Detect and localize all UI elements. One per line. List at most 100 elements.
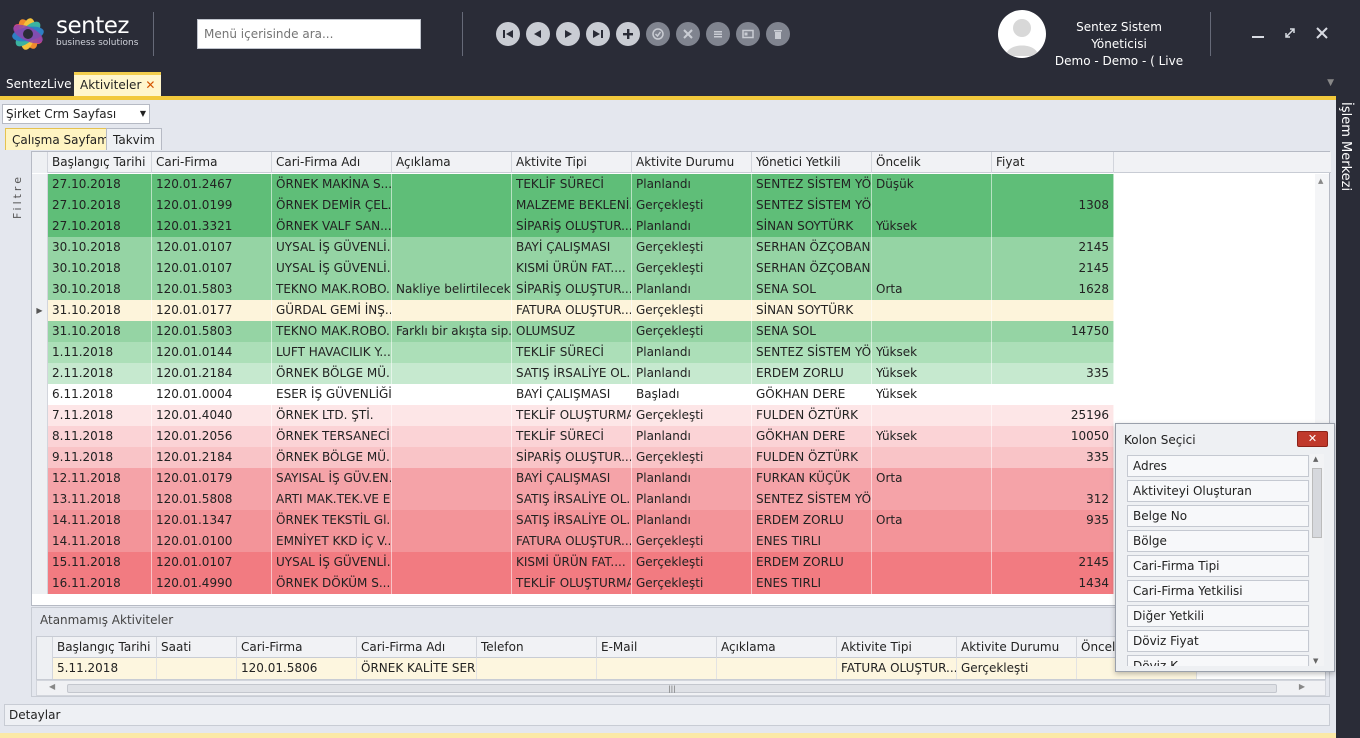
table-cell[interactable]: UYSAL İŞ GÜVENLİ... (272, 552, 392, 573)
table-cell[interactable] (717, 658, 837, 679)
column-header[interactable]: Öncelik (872, 152, 992, 173)
table-cell[interactable]: FULDEN ÖZTÜRK (752, 405, 872, 426)
table-cell[interactable] (392, 174, 512, 195)
table-cell[interactable]: Planlandı (632, 279, 752, 300)
table-cell[interactable] (872, 489, 992, 510)
table-cell[interactable]: Gerçekleşti (632, 300, 752, 321)
column-header[interactable]: Aktivite Durumu (957, 637, 1077, 658)
table-cell[interactable]: Farklı bir akışta sip... (392, 321, 512, 342)
row-indicator[interactable] (32, 363, 48, 384)
row-indicator[interactable] (32, 342, 48, 363)
column-header[interactable]: Başlangıç Tarihi (53, 637, 157, 658)
column-chooser-item[interactable]: Diğer Yetkili (1127, 605, 1309, 627)
table-cell[interactable]: Planlandı (632, 363, 752, 384)
table-cell[interactable]: SATIŞ İRSALİYE OL... (512, 510, 632, 531)
table-cell[interactable] (392, 489, 512, 510)
table-cell[interactable]: 10050 (992, 426, 1114, 447)
table-cell[interactable]: SATIŞ İRSALİYE OL... (512, 489, 632, 510)
table-cell[interactable]: 31.10.2018 (48, 321, 152, 342)
table-cell[interactable]: 27.10.2018 (48, 216, 152, 237)
table-cell[interactable]: MALZEME BEKLENİ... (512, 195, 632, 216)
table-cell[interactable]: 5.11.2018 (53, 658, 157, 679)
table-cell[interactable]: SİPARİŞ OLUŞTUR... (512, 279, 632, 300)
table-cell[interactable] (872, 321, 992, 342)
table-cell[interactable]: ÖRNEK VALF SAN... (272, 216, 392, 237)
table-cell[interactable]: SERHAN ÖZÇOBAN (752, 237, 872, 258)
table-cell[interactable]: Düşük (872, 174, 992, 195)
table-cell[interactable]: SİPARİŞ OLUŞTUR... (512, 447, 632, 468)
minimize-button[interactable] (1247, 22, 1269, 44)
table-cell[interactable]: Orta (872, 279, 992, 300)
table-cell[interactable] (992, 384, 1114, 405)
table-cell[interactable]: 1.11.2018 (48, 342, 152, 363)
table-cell[interactable]: 120.01.0179 (152, 468, 272, 489)
table-row[interactable]: 30.10.2018 120.01.0107 UYSAL İŞ GÜVENLİ...… (32, 237, 1314, 258)
table-cell[interactable]: UYSAL İŞ GÜVENLİ... (272, 237, 392, 258)
row-indicator[interactable] (32, 258, 48, 279)
close-dialog-button[interactable]: ✕ (1297, 431, 1328, 447)
table-row[interactable]: 16.11.2018 120.01.4990 ÖRNEK DÖKÜM S... TEK… (32, 573, 1314, 594)
last-record-button[interactable] (586, 22, 610, 46)
column-header[interactable]: Aktivite Tipi (512, 152, 632, 173)
table-cell[interactable]: 2145 (992, 237, 1114, 258)
table-cell[interactable]: SATIŞ İRSALİYE OL... (512, 363, 632, 384)
table-cell[interactable]: 30.10.2018 (48, 258, 152, 279)
table-cell[interactable]: ÖRNEK BÖLGE MÜ... (272, 447, 392, 468)
table-cell[interactable]: Yüksek (872, 342, 992, 363)
table-row[interactable]: 12.11.2018 120.01.0179 SAYISAL İŞ GÜV.EN..… (32, 468, 1314, 489)
table-cell[interactable] (392, 405, 512, 426)
table-cell[interactable] (392, 237, 512, 258)
table-cell[interactable]: TEKLİF OLUŞTURMA (512, 405, 632, 426)
column-header[interactable]: Başlangıç Tarihi▲ (48, 152, 152, 173)
table-row[interactable]: 30.10.2018 120.01.0107 UYSAL İŞ GÜVENLİ...… (32, 258, 1314, 279)
table-cell[interactable]: 16.11.2018 (48, 573, 152, 594)
table-cell[interactable]: 27.10.2018 (48, 174, 152, 195)
column-chooser-item[interactable]: Döviz Fiyat (1127, 630, 1309, 652)
tab-aktiviteler[interactable]: Aktiviteler ✕ (74, 72, 162, 96)
card-button[interactable] (736, 22, 760, 46)
table-cell[interactable] (392, 426, 512, 447)
table-row[interactable]: 9.11.2018 120.01.2184 ÖRNEK BÖLGE MÜ... SİP… (32, 447, 1314, 468)
table-cell[interactable]: ÖRNEK BÖLGE MÜ... (272, 363, 392, 384)
row-indicator[interactable] (32, 279, 48, 300)
table-cell[interactable]: Planlandı (632, 426, 752, 447)
close-window-button[interactable] (1311, 22, 1333, 44)
table-cell[interactable]: ÖRNEK LTD. ŞTİ. (272, 405, 392, 426)
table-cell[interactable]: FATURA OLUŞTUR... (512, 300, 632, 321)
table-cell[interactable]: Planlandı (632, 510, 752, 531)
table-cell[interactable]: 120.01.1347 (152, 510, 272, 531)
table-cell[interactable]: BAYİ ÇALIŞMASI (512, 237, 632, 258)
column-header[interactable]: Aktivite Tipi (837, 637, 957, 658)
filter-panel[interactable]: Filtre (4, 152, 30, 602)
table-cell[interactable]: 120.01.0100 (152, 531, 272, 552)
details-panel[interactable]: Detaylar (4, 704, 1330, 726)
column-chooser-item[interactable]: Adres (1127, 455, 1309, 477)
table-cell[interactable]: Gerçekleşti (957, 658, 1077, 679)
table-cell[interactable] (992, 300, 1114, 321)
table-cell[interactable]: 120.01.3321 (152, 216, 272, 237)
table-cell[interactable]: Yüksek (872, 384, 992, 405)
table-cell[interactable]: LUFT HAVACILIK Y... (272, 342, 392, 363)
column-header[interactable]: Fiyat (992, 152, 1114, 173)
table-cell[interactable] (872, 300, 992, 321)
column-header[interactable]: Yönetici Yetkili (752, 152, 872, 173)
row-indicator[interactable] (32, 321, 48, 342)
tab-calisma-sayfam[interactable]: Çalışma Sayfam (5, 128, 116, 150)
add-record-button[interactable] (616, 22, 640, 46)
row-indicator[interactable] (32, 384, 48, 405)
table-cell[interactable]: ENES TIRLI (752, 531, 872, 552)
table-cell[interactable]: FATURA OLUŞTUR... (512, 531, 632, 552)
table-row[interactable]: 27.10.2018 120.01.3321 ÖRNEK VALF SAN... Sİ… (32, 216, 1314, 237)
table-cell[interactable]: Planlandı (632, 342, 752, 363)
table-cell[interactable]: ÖRNEK TERSANECİ... (272, 426, 392, 447)
table-cell[interactable]: 14.11.2018 (48, 510, 152, 531)
delete-button[interactable] (766, 22, 790, 46)
table-cell[interactable] (992, 342, 1114, 363)
table-row[interactable]: ▶ 31.10.2018 120.01.0177 GÜRDAL GEMİ İNŞ...… (32, 300, 1314, 321)
table-cell[interactable]: KISMİ ÜRÜN FAT.... (512, 552, 632, 573)
column-chooser-item[interactable]: Bölge (1127, 530, 1309, 552)
row-indicator[interactable] (32, 174, 48, 195)
table-cell[interactable]: ARTI MAK.TEK.VE E... (272, 489, 392, 510)
table-cell[interactable] (157, 658, 237, 679)
table-cell[interactable]: 120.01.0004 (152, 384, 272, 405)
